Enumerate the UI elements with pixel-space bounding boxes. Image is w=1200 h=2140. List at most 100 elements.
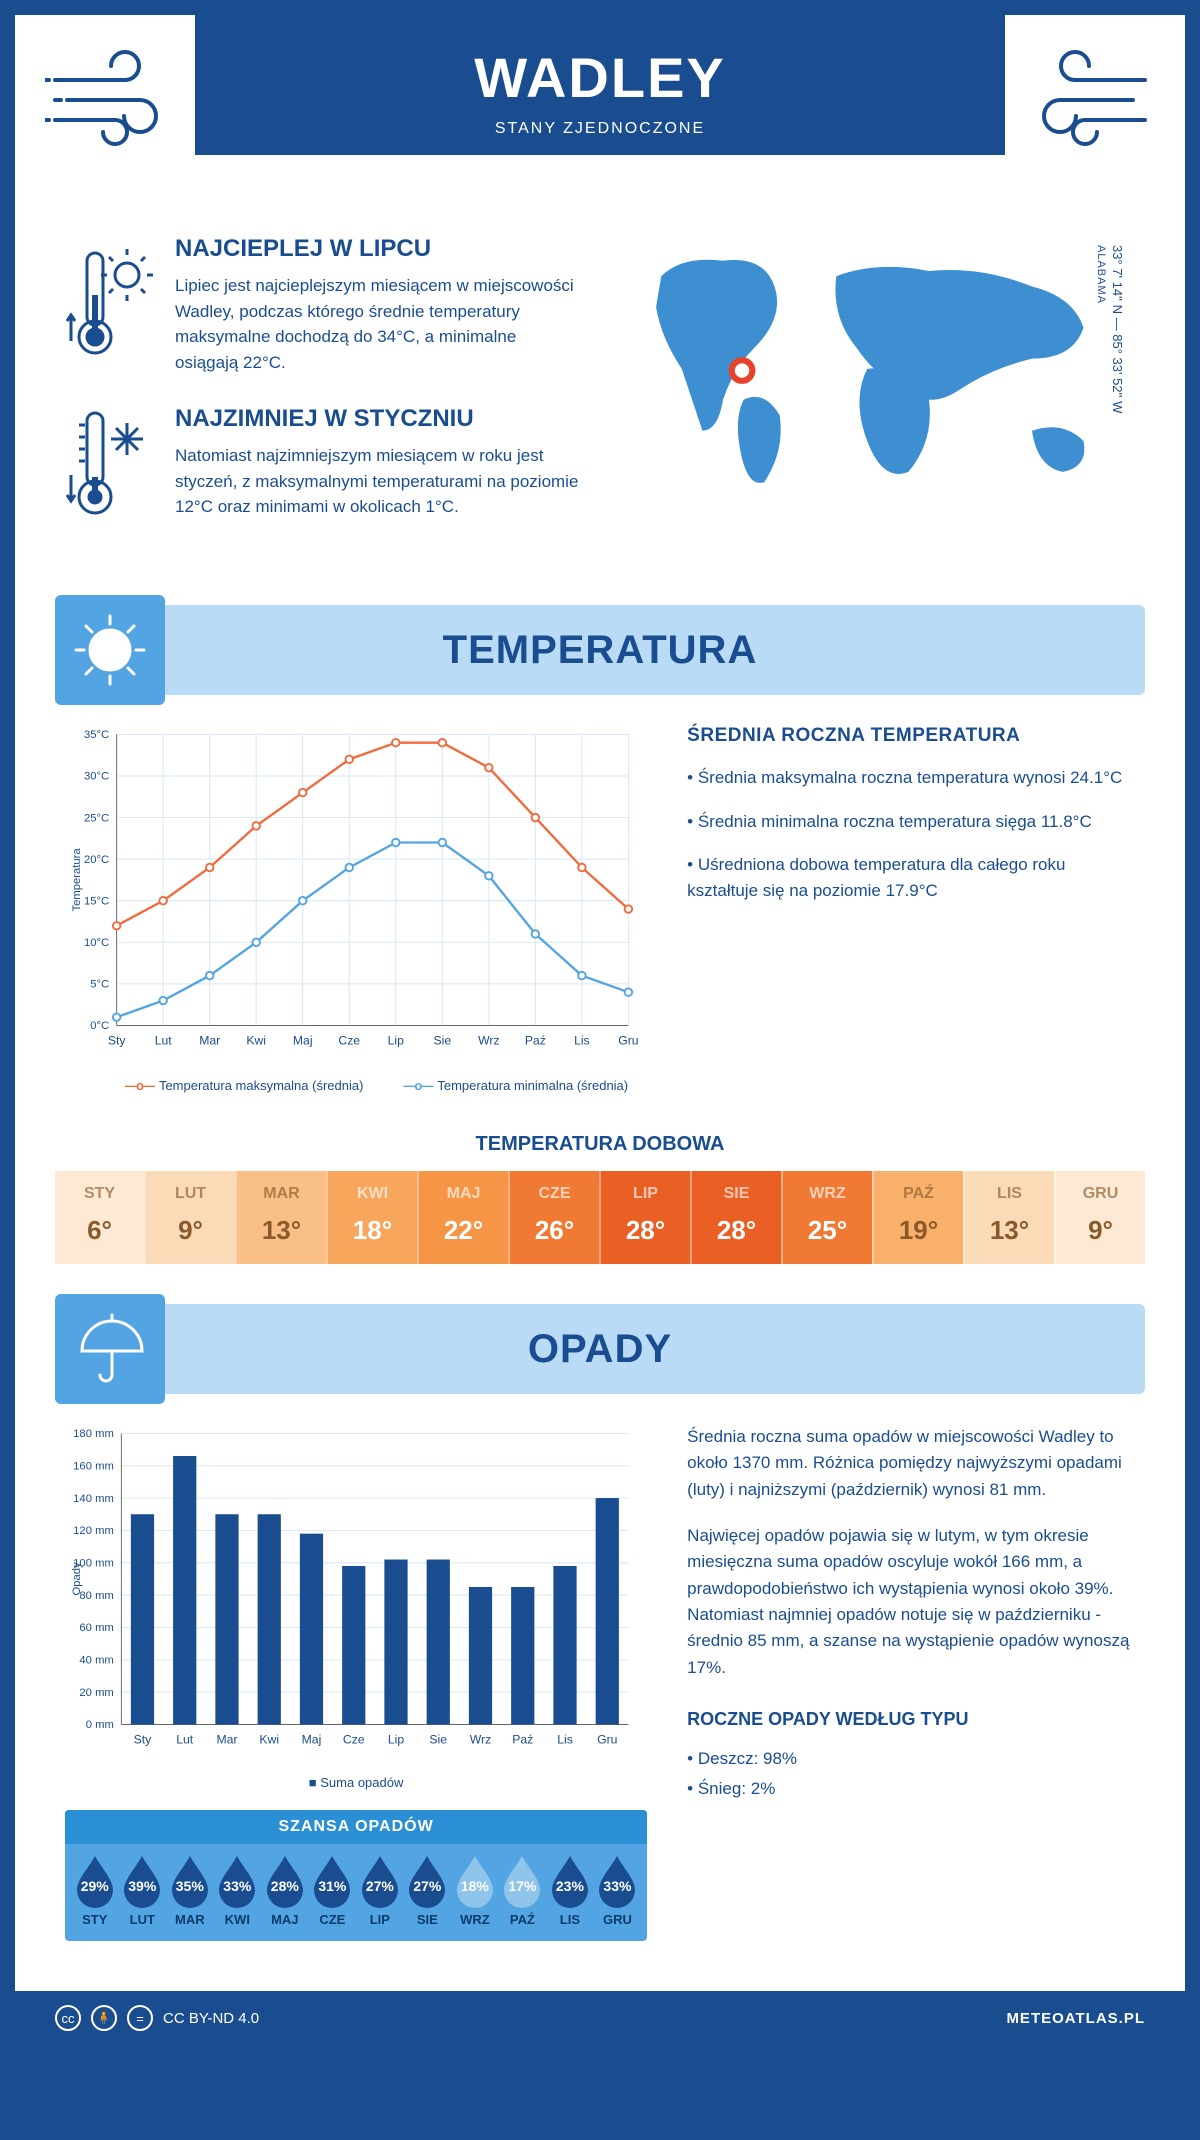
svg-text:Lis: Lis	[557, 1732, 573, 1746]
wind-icon	[1015, 45, 1155, 155]
svg-text:0°C: 0°C	[90, 1020, 109, 1032]
svg-text:35°C: 35°C	[84, 729, 109, 741]
svg-text:Wrz: Wrz	[470, 1732, 491, 1746]
city-title: WADLEY	[195, 45, 1005, 110]
state-label: ALABAMA	[1095, 245, 1107, 304]
section-temperature: TEMPERATURA	[55, 605, 1145, 695]
svg-text:Sty: Sty	[134, 1732, 153, 1746]
daily-temp-cell: KWI18°	[326, 1171, 417, 1264]
license-text: CC BY-ND 4.0	[163, 2010, 259, 2027]
stats-line: • Średnia maksymalna roczna temperatura …	[687, 765, 1135, 791]
nd-icon: =	[127, 2005, 153, 2031]
chance-cell: 28%MAJ	[261, 1854, 309, 1927]
header: WADLEY STANY ZJEDNOCZONE	[15, 15, 1185, 215]
chance-cell: 27%SIE	[404, 1854, 452, 1927]
sun-icon	[55, 595, 165, 705]
chance-cell: 17%PAŹ	[499, 1854, 547, 1927]
wind-icon	[45, 45, 185, 155]
temperature-legend: Temperatura maksymalna (średnia)Temperat…	[65, 1078, 647, 1093]
chance-cell: 23%LIS	[546, 1854, 594, 1927]
chance-cell: 39%LUT	[119, 1854, 167, 1927]
svg-text:10°C: 10°C	[84, 937, 109, 949]
section-title: OPADY	[528, 1327, 672, 1372]
chance-cell: 33%KWI	[214, 1854, 262, 1927]
annual-line: • Śnieg: 2%	[687, 1776, 1135, 1802]
umbrella-icon	[55, 1294, 165, 1404]
chance-cell: 18%WRZ	[451, 1854, 499, 1927]
svg-text:160 mm: 160 mm	[73, 1461, 114, 1473]
chance-cell: 29%STY	[71, 1854, 119, 1927]
svg-text:15°C: 15°C	[84, 895, 109, 907]
daily-temp-cell: LIS13°	[963, 1171, 1054, 1264]
daily-temp-cell: CZE26°	[508, 1171, 599, 1264]
precip-chance-strip: SZANSA OPADÓW 29%STY39%LUT35%MAR33%KWI28…	[65, 1810, 647, 1941]
svg-text:Gru: Gru	[618, 1033, 638, 1047]
precip-text: Średnia roczna suma opadów w miejscowośc…	[687, 1424, 1135, 1941]
svg-text:20°C: 20°C	[84, 854, 109, 866]
chance-cell: 27%LIP	[356, 1854, 404, 1927]
daily-temp-title: TEMPERATURA DOBOWA	[15, 1133, 1185, 1156]
stats-line: • Średnia minimalna roczna temperatura s…	[687, 809, 1135, 835]
license: cc 🧍 = CC BY-ND 4.0	[55, 2005, 259, 2031]
svg-text:Paź: Paź	[512, 1732, 533, 1746]
chance-cell: 33%GRU	[594, 1854, 642, 1927]
country-subtitle: STANY ZJEDNOCZONE	[195, 120, 1005, 138]
daily-temp-cell: MAR13°	[235, 1171, 326, 1264]
precip-paragraph: Najwięcej opadów pojawia się w lutym, w …	[687, 1523, 1135, 1681]
svg-text:5°C: 5°C	[90, 979, 109, 991]
svg-text:Mar: Mar	[216, 1732, 237, 1746]
fact-warmest: NAJCIEPLEJ W LIPCU Lipiec jest najcieple…	[65, 235, 580, 375]
svg-text:Lip: Lip	[388, 1033, 404, 1047]
svg-text:Cze: Cze	[338, 1033, 360, 1047]
daily-temp-cell: GRU9°	[1054, 1171, 1145, 1264]
stats-line: • Uśredniona dobowa temperatura dla całe…	[687, 852, 1135, 903]
precip-paragraph: Średnia roczna suma opadów w miejscowośc…	[687, 1424, 1135, 1503]
svg-text:Sie: Sie	[429, 1732, 447, 1746]
svg-text:Lut: Lut	[155, 1033, 173, 1047]
by-icon: 🧍	[91, 2005, 117, 2031]
chance-cell: 35%MAR	[166, 1854, 214, 1927]
fact-title: NAJCIEPLEJ W LIPCU	[175, 235, 580, 263]
svg-text:Lis: Lis	[574, 1033, 590, 1047]
fact-body: Lipiec jest najcieplejszym miesiącem w m…	[175, 273, 580, 375]
fact-coldest: NAJZIMNIEJ W STYCZNIU Natomiast najzimni…	[65, 405, 580, 525]
svg-text:25°C: 25°C	[84, 812, 109, 824]
annual-precip-title: ROCZNE OPADY WEDŁUG TYPU	[687, 1706, 1135, 1734]
svg-text:180 mm: 180 mm	[73, 1428, 114, 1440]
site-name: METEOATLAS.PL	[1006, 2010, 1145, 2027]
svg-text:120 mm: 120 mm	[73, 1525, 114, 1537]
svg-text:20 mm: 20 mm	[79, 1687, 113, 1699]
svg-text:30°C: 30°C	[84, 771, 109, 783]
svg-text:Kwi: Kwi	[246, 1033, 266, 1047]
svg-text:Lut: Lut	[176, 1732, 194, 1746]
svg-text:40 mm: 40 mm	[79, 1655, 113, 1667]
temperature-chart: 0°C5°C10°C15°C20°C25°C30°C35°CStyLutMarK…	[65, 725, 647, 1093]
chance-cell: 31%CZE	[309, 1854, 357, 1927]
daily-temp-cell: SIE28°	[690, 1171, 781, 1264]
daily-temp-cell: LIP28°	[599, 1171, 690, 1264]
svg-text:60 mm: 60 mm	[79, 1622, 113, 1634]
section-precip: OPADY	[55, 1304, 1145, 1394]
svg-text:Gru: Gru	[597, 1732, 617, 1746]
precip-legend: Suma opadów	[65, 1775, 647, 1790]
daily-temp-cell: STY6°	[55, 1171, 144, 1264]
svg-text:Sie: Sie	[433, 1033, 451, 1047]
daily-temp-cell: LUT9°	[144, 1171, 235, 1264]
svg-text:0 mm: 0 mm	[86, 1719, 114, 1731]
svg-text:Maj: Maj	[293, 1033, 313, 1047]
svg-text:Cze: Cze	[343, 1732, 365, 1746]
thermometer-hot-icon	[65, 235, 155, 375]
svg-text:Kwi: Kwi	[259, 1732, 279, 1746]
temperature-stats: ŚREDNIA ROCZNA TEMPERATURA • Średnia mak…	[687, 725, 1135, 1093]
svg-text:Opady: Opady	[71, 1562, 83, 1596]
svg-text:Paź: Paź	[525, 1033, 546, 1047]
fact-title: NAJZIMNIEJ W STYCZNIU	[175, 405, 580, 433]
coordinates: 33° 7' 14'' N — 85° 33' 52'' W	[1110, 245, 1125, 413]
svg-text:Maj: Maj	[302, 1732, 322, 1746]
section-title: TEMPERATURA	[443, 628, 758, 673]
title-banner: WADLEY STANY ZJEDNOCZONE	[195, 15, 1005, 155]
daily-temp-cell: WRZ25°	[781, 1171, 872, 1264]
thermometer-cold-icon	[65, 405, 155, 525]
stats-title: ŚREDNIA ROCZNA TEMPERATURA	[687, 725, 1135, 747]
fact-body: Natomiast najzimniejszym miesiącem w rok…	[175, 443, 580, 520]
